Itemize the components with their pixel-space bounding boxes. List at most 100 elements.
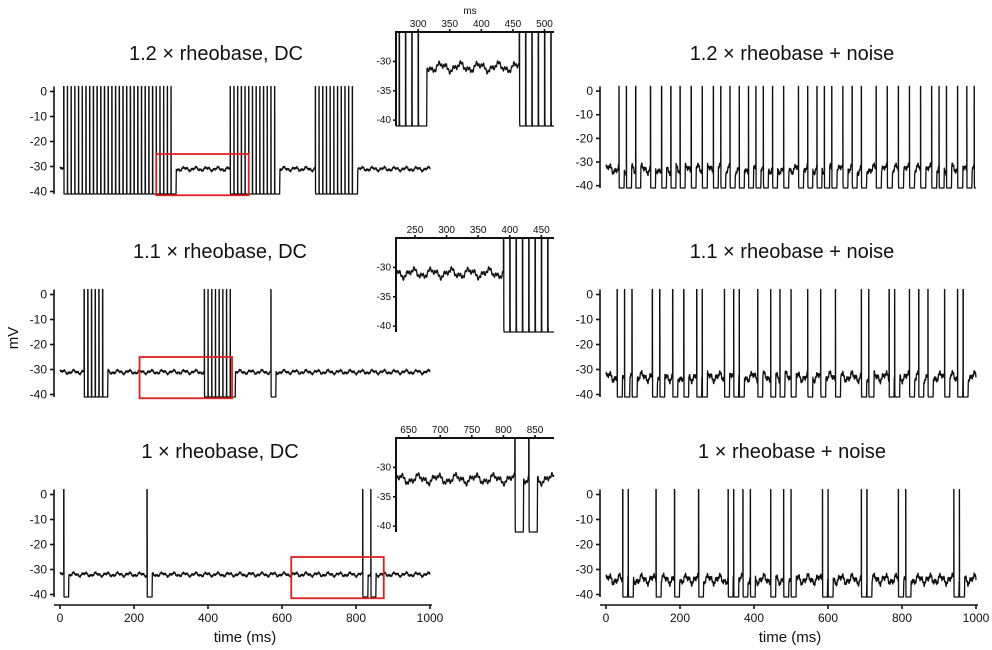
panel-title: 1 × rheobase + noise (698, 441, 886, 463)
y-tick-label: -20 (576, 131, 594, 145)
inset-voltage-trace (395, 437, 555, 533)
x-tick-label: 0 (603, 611, 610, 625)
inset-y-tick-label: -35 (377, 292, 392, 303)
x-tick-label: 600 (818, 611, 838, 625)
y-tick-label: -20 (576, 538, 594, 552)
y-tick-label: -20 (30, 135, 48, 149)
x-tick-label: 400 (198, 611, 218, 625)
inset-y-tick-label: -35 (377, 492, 392, 503)
inset-x-tick-label: 750 (463, 425, 480, 436)
inset-x-tick-label: 400 (501, 225, 518, 236)
y-tick-label: -30 (30, 160, 48, 174)
y-tick-label: -30 (30, 363, 48, 377)
voltage-trace (59, 488, 431, 598)
y-tick-label: -40 (30, 388, 48, 402)
y-axis-label: mV (5, 327, 22, 350)
x-axis-label-left: time (ms) (214, 629, 277, 646)
inset-unit-label: ms (463, 6, 476, 17)
panel-4: 1.2 × rheobase + noise 0 -10 -20 -30 -40 (576, 43, 977, 193)
y-tick-label: -30 (576, 563, 594, 577)
inset-y-tick-label: -35 (377, 86, 392, 97)
zoom-box (290, 556, 385, 600)
y-tick-label: -30 (30, 563, 48, 577)
y-tick-label: -40 (30, 185, 48, 199)
y-tick-label: -10 (30, 110, 48, 124)
inset-x-tick-label: 350 (470, 225, 487, 236)
inset-x-tick-label: 350 (441, 19, 458, 30)
y-tick-label: -10 (576, 313, 594, 327)
x-axis-label-right: time (ms) (759, 629, 822, 646)
x-tick-label: 800 (892, 611, 912, 625)
inset-y-tick-label: -30 (377, 56, 392, 67)
voltage-trace (59, 85, 431, 195)
zoom-box (138, 356, 233, 400)
y-tick-label: -40 (30, 588, 48, 602)
x-tick-label: 1000 (417, 611, 444, 625)
y-tick-label: 0 (586, 288, 593, 302)
inset-x-tick-label: 300 (438, 225, 455, 236)
y-tick-label: -10 (30, 513, 48, 527)
y-tick-label: 0 (586, 84, 593, 98)
panel-title: 1 × rheobase, DC (141, 441, 298, 463)
inset-axes (395, 31, 554, 126)
inset-x-tick-label: 450 (533, 225, 550, 236)
inset-x-tick-label: 400 (473, 19, 490, 30)
y-tick-label: -40 (576, 588, 594, 602)
voltage-trace (605, 488, 977, 598)
panel-6: 1 × rheobase + noise 0 -10 -20 -30 -40 0 200 400… (576, 441, 990, 625)
y-tick-label: -20 (30, 538, 48, 552)
y-tick-label: -40 (576, 388, 594, 402)
x-tick-label: 400 (744, 611, 764, 625)
inset-x-tick-label: 850 (527, 425, 544, 436)
inset-2: 250 300 350 400 450 -30 -35 -40 (377, 225, 555, 333)
y-tick-label: -20 (576, 338, 594, 352)
inset-x-tick-label: 250 (407, 225, 424, 236)
y-tick-label: -30 (576, 363, 594, 377)
panel-2: 1.1 × rheobase, DC 0 -10 -20 -30 -40 250 300 350… (30, 225, 555, 402)
voltage-trace (605, 85, 977, 189)
y-tick-label: 0 (40, 488, 47, 502)
y-tick-label: 0 (40, 288, 47, 302)
inset-x-tick-label: 700 (432, 425, 449, 436)
panel-title: 1.1 × rheobase, DC (133, 241, 307, 263)
inset-y-tick-label: -40 (377, 521, 392, 532)
x-tick-label: 200 (124, 611, 144, 625)
panel-title: 1.2 × rheobase + noise (690, 43, 895, 65)
voltage-trace (605, 288, 977, 398)
x-tick-label: 600 (272, 611, 292, 625)
y-tick-label: 0 (40, 85, 47, 99)
inset-y-tick-label: -40 (377, 115, 392, 126)
x-tick-label: 1000 (963, 611, 990, 625)
y-tick-label: -10 (30, 313, 48, 327)
y-tick-label: -10 (576, 108, 594, 122)
y-tick-label: -10 (576, 513, 594, 527)
inset-x-tick-label: 650 (400, 425, 417, 436)
y-tick-label: 0 (586, 488, 593, 502)
panel-1: 1.2 × rheobase, DC 0 -10 -20 -30 -40 300 350 400… (30, 19, 555, 199)
panel-title: 1.1 × rheobase + noise (690, 241, 895, 263)
y-tick-label: -20 (30, 338, 48, 352)
inset-axes (395, 237, 554, 332)
inset-y-tick-label: -30 (377, 262, 392, 273)
inset-x-tick-label: 500 (536, 19, 553, 30)
voltage-trace (59, 288, 431, 398)
panel-3: 1 × rheobase, DC 0 -10 -20 -30 -40 0 200 400 600 8… (30, 425, 555, 625)
inset-x-tick-label: 800 (495, 425, 512, 436)
inset-x-tick-label: 300 (410, 19, 427, 30)
inset-y-tick-label: -30 (377, 462, 392, 473)
inset-1: 300 350 400 450 500 -30 -35 -40 (377, 19, 555, 127)
inset-3: 650 700 750 800 850 -30 -35 -40 (377, 425, 555, 533)
inset-axes (395, 437, 554, 532)
zoom-box (155, 153, 250, 197)
x-tick-label: 200 (670, 611, 690, 625)
inset-x-tick-label: 450 (505, 19, 522, 30)
inset-voltage-trace (395, 237, 555, 333)
x-tick-label: 800 (346, 611, 366, 625)
y-tick-label: -40 (576, 179, 594, 193)
x-tick-label: 0 (57, 611, 64, 625)
y-tick-label: -30 (576, 155, 594, 169)
inset-voltage-trace (395, 31, 555, 127)
panel-5: 1.1 × rheobase + noise 0 -10 -20 -30 -40 (576, 241, 977, 402)
inset-y-tick-label: -40 (377, 321, 392, 332)
